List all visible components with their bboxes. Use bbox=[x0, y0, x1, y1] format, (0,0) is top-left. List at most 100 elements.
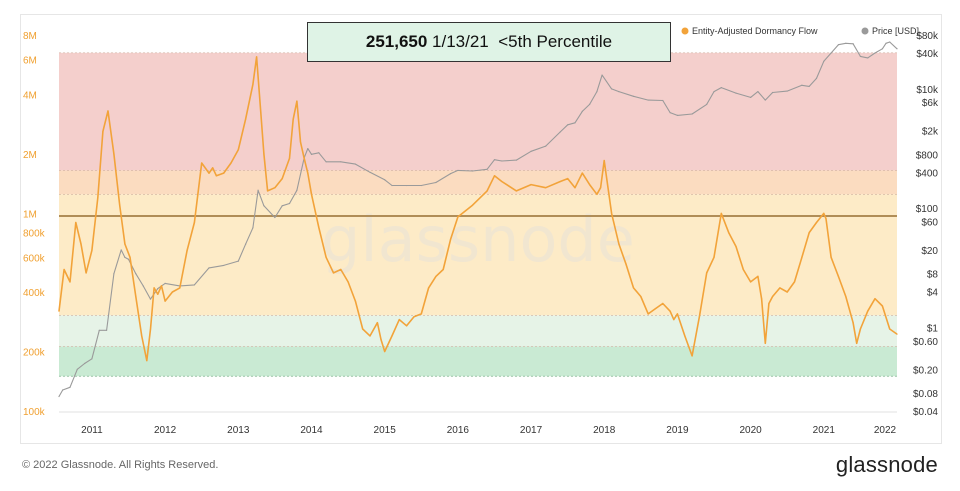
data-point bbox=[493, 159, 496, 161]
data-point bbox=[245, 243, 247, 245]
data-point bbox=[610, 212, 613, 215]
data-point bbox=[237, 260, 239, 262]
data-point bbox=[845, 295, 847, 298]
data-point bbox=[164, 300, 166, 302]
data-point bbox=[107, 110, 109, 112]
data-point bbox=[885, 42, 887, 44]
copyright-text: © 2022 Glassnode. All Rights Reserved. bbox=[22, 459, 219, 471]
data-point bbox=[669, 112, 671, 114]
data-point bbox=[113, 273, 115, 275]
data-point bbox=[266, 190, 269, 192]
data-point bbox=[632, 95, 635, 97]
data-point bbox=[157, 293, 159, 295]
data-point bbox=[589, 183, 591, 186]
data-point bbox=[160, 285, 163, 287]
data-point bbox=[449, 238, 452, 240]
data-point bbox=[63, 268, 65, 271]
right-tick-label: $0.08 bbox=[913, 389, 938, 400]
x-tick-label: 2018 bbox=[593, 425, 616, 436]
data-point bbox=[728, 231, 730, 234]
x-tick-label: 2014 bbox=[300, 425, 323, 436]
data-point bbox=[471, 204, 474, 206]
data-point bbox=[354, 300, 357, 302]
band-3 bbox=[59, 315, 897, 347]
data-point bbox=[406, 184, 408, 187]
right-tick-label: $10k bbox=[916, 85, 939, 96]
x-tick-label: 2017 bbox=[520, 425, 543, 436]
data-point bbox=[307, 147, 309, 150]
data-point bbox=[601, 74, 603, 76]
data-point bbox=[124, 256, 126, 259]
right-tick-label: $8 bbox=[927, 270, 939, 281]
data-point bbox=[208, 267, 210, 269]
data-point bbox=[340, 161, 342, 163]
data-point bbox=[574, 187, 576, 189]
data-point bbox=[867, 310, 869, 312]
data-point bbox=[58, 395, 60, 398]
left-tick-label: 200k bbox=[23, 348, 46, 359]
data-point bbox=[669, 310, 671, 312]
data-point bbox=[581, 110, 583, 112]
data-point bbox=[713, 91, 715, 93]
data-point bbox=[149, 328, 152, 330]
data-point bbox=[252, 227, 254, 229]
data-point bbox=[257, 189, 259, 191]
data-point bbox=[303, 157, 305, 159]
data-point bbox=[896, 333, 898, 335]
data-point bbox=[369, 171, 371, 173]
data-point bbox=[545, 145, 547, 147]
data-point bbox=[859, 328, 862, 330]
data-point bbox=[559, 180, 561, 183]
data-point bbox=[171, 291, 174, 293]
data-point bbox=[76, 368, 78, 370]
data-point bbox=[164, 282, 166, 285]
data-point bbox=[574, 122, 576, 124]
value-callout: 251,650 1/13/21 <5th Percentile bbox=[307, 22, 671, 62]
data-point bbox=[457, 169, 459, 172]
data-point bbox=[654, 307, 657, 310]
data-point bbox=[256, 56, 258, 58]
watermark: glassnode bbox=[321, 203, 635, 276]
data-point bbox=[830, 52, 832, 54]
data-point bbox=[823, 212, 825, 215]
data-point bbox=[318, 226, 320, 228]
legend-marker bbox=[681, 27, 689, 35]
data-point bbox=[230, 162, 232, 164]
data-point bbox=[559, 131, 561, 133]
data-point bbox=[245, 118, 247, 120]
data-point bbox=[201, 162, 203, 164]
data-point bbox=[786, 90, 788, 92]
data-point bbox=[515, 159, 518, 161]
band-1 bbox=[59, 170, 897, 195]
left-tick-label: 100k bbox=[23, 407, 46, 418]
data-point bbox=[420, 313, 422, 315]
data-point bbox=[281, 205, 283, 207]
legend-marker bbox=[861, 27, 869, 35]
legend-label: Price [USD] bbox=[872, 26, 919, 36]
data-point bbox=[105, 329, 108, 331]
data-point bbox=[691, 355, 693, 357]
data-point bbox=[129, 256, 131, 258]
data-point bbox=[80, 243, 82, 245]
data-point bbox=[662, 99, 664, 102]
data-point bbox=[299, 141, 302, 143]
data-point bbox=[567, 178, 569, 180]
data-point bbox=[193, 284, 195, 286]
data-point bbox=[252, 83, 254, 85]
data-point bbox=[369, 335, 371, 337]
data-point bbox=[413, 316, 415, 318]
data-point bbox=[673, 319, 675, 321]
data-point bbox=[881, 305, 883, 307]
data-point bbox=[113, 153, 115, 155]
data-point bbox=[391, 184, 393, 187]
data-point bbox=[318, 152, 320, 154]
series-group bbox=[58, 41, 898, 398]
data-point bbox=[823, 60, 825, 62]
data-point bbox=[149, 298, 152, 300]
data-point bbox=[69, 281, 71, 283]
x-axis: 2011 2012 2013 2014 2015 2016 2017 2018 2019 2020… bbox=[59, 411, 897, 436]
x-tick-label: 2012 bbox=[154, 425, 177, 436]
data-point bbox=[84, 362, 86, 365]
left-tick-label: 600k bbox=[23, 253, 46, 264]
data-point bbox=[771, 91, 774, 94]
